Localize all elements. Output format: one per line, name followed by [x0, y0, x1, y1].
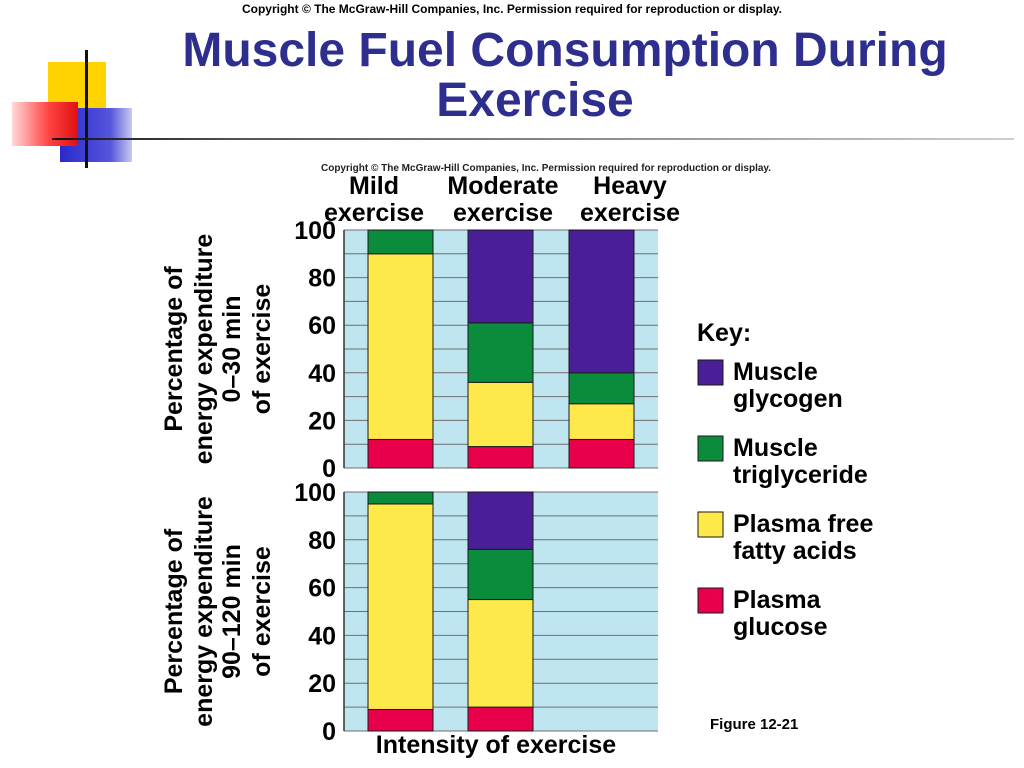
- decorative-vertical-line: [85, 50, 88, 168]
- slide-title: Muscle Fuel Consumption During Exercise: [120, 26, 1010, 126]
- legend-label-series-2-line-1: Plasma free: [733, 510, 873, 538]
- legend-swatch-series-4: [697, 359, 724, 386]
- bar-segment-panel-1-bar-2-series-2: [467, 381, 534, 448]
- bar-segment-panel-1-bar-1-series-1: [367, 438, 434, 469]
- bar-segment-panel-2-bar-2-series-1: [467, 706, 534, 732]
- bar-segment-panel-1-bar-3-series-2: [568, 403, 635, 440]
- category-label-1-line-2: exercise: [324, 199, 424, 227]
- y-axis-label-panel-1-line-3: 0–30 min: [218, 295, 246, 402]
- bar-segment-panel-1-bar-2-series-1: [467, 446, 534, 469]
- y-tick-label-panel-2: 100: [294, 479, 336, 507]
- legend-swatch-series-1: [697, 587, 724, 614]
- x-axis-label: Intensity of exercise: [376, 731, 616, 759]
- legend-label-series-2-line-2: fatty acids: [733, 537, 857, 565]
- y-tick-label-panel-1: 60: [308, 312, 336, 340]
- y-tick-label-panel-1: 20: [308, 407, 336, 435]
- bar-segment-panel-1-bar-3-series-4: [568, 229, 635, 374]
- bar-segment-panel-2-bar-1-series-2: [367, 503, 434, 710]
- y-axis-label-panel-2-line-4: of exercise: [248, 546, 276, 677]
- y-tick-label-panel-2: 0: [322, 718, 336, 746]
- y-axis-label-panel-1-line-1: Percentage of: [160, 266, 188, 432]
- slide-title-line-2: Exercise: [436, 74, 634, 127]
- legend-label-series-4-line-1: Muscle: [733, 358, 818, 386]
- slide-title-line-1: Muscle Fuel Consumption During: [182, 24, 948, 77]
- legend-label-series-3-line-2: triglyceride: [733, 461, 868, 489]
- bar-segment-panel-2-bar-2-series-4: [467, 491, 534, 550]
- bar-segment-panel-1-bar-3-series-1: [568, 438, 635, 469]
- bar-segment-panel-1-bar-3-series-3: [568, 372, 635, 405]
- y-tick-label-panel-2: 40: [308, 622, 336, 650]
- chart-copyright: Copyright © The McGraw-Hill Companies, I…: [321, 163, 771, 174]
- category-label-3-line-1: Heavy: [593, 172, 667, 200]
- legend-swatch-series-3: [697, 435, 724, 462]
- legend-swatch-series-2: [697, 511, 724, 538]
- decorative-yellow-square: [48, 62, 106, 108]
- bar-segment-panel-2-bar-1-series-3: [367, 491, 434, 505]
- y-axis-label-panel-2-line-2: energy expenditure: [190, 496, 218, 727]
- y-tick-label-panel-1: 40: [308, 360, 336, 388]
- y-tick-label-panel-1: 100: [294, 217, 336, 245]
- category-label-2-line-1: Moderate: [447, 172, 558, 200]
- legend-label-series-4-line-2: glycogen: [733, 385, 843, 413]
- bar-segment-panel-1-bar-2-series-4: [467, 229, 534, 324]
- y-axis-label-panel-2-line-1: Percentage of: [160, 528, 188, 694]
- legend-label-series-3-line-1: Muscle: [733, 434, 818, 462]
- bar-segment-panel-1-bar-1-series-2: [367, 253, 434, 440]
- copyright-notice: Copyright © The McGraw-Hill Companies, I…: [241, 2, 783, 16]
- bar-segment-panel-2-bar-2-series-3: [467, 548, 534, 601]
- y-tick-label-panel-2: 20: [308, 670, 336, 698]
- y-tick-label-panel-2: 80: [308, 527, 336, 555]
- legend-label-series-1-line-1: Plasma: [733, 586, 822, 614]
- figure-label: Figure 12-21: [710, 716, 799, 733]
- legend-title: Key:: [697, 319, 751, 347]
- y-axis-label-panel-2-line-3: 90–120 min: [218, 544, 246, 679]
- category-label-2-line-2: exercise: [453, 199, 553, 227]
- category-label-3-line-2: exercise: [580, 199, 680, 227]
- y-tick-label-panel-1: 0: [322, 455, 336, 483]
- bar-segment-panel-1-bar-1-series-3: [367, 229, 434, 255]
- category-label-1-line-1: Mild: [349, 172, 399, 200]
- bar-segment-panel-2-bar-1-series-1: [367, 708, 434, 732]
- y-axis-label-panel-1-line-2: energy expenditure: [190, 234, 218, 465]
- y-tick-label-panel-1: 80: [308, 265, 336, 293]
- y-axis-label-panel-1-line-4: of exercise: [248, 284, 276, 415]
- y-tick-label-panel-2: 60: [308, 575, 336, 603]
- bar-segment-panel-1-bar-2-series-3: [467, 322, 534, 383]
- legend-label-series-1-line-2: glucose: [733, 613, 828, 641]
- title-underline: [52, 138, 1014, 140]
- bar-segment-panel-2-bar-2-series-2: [467, 599, 534, 708]
